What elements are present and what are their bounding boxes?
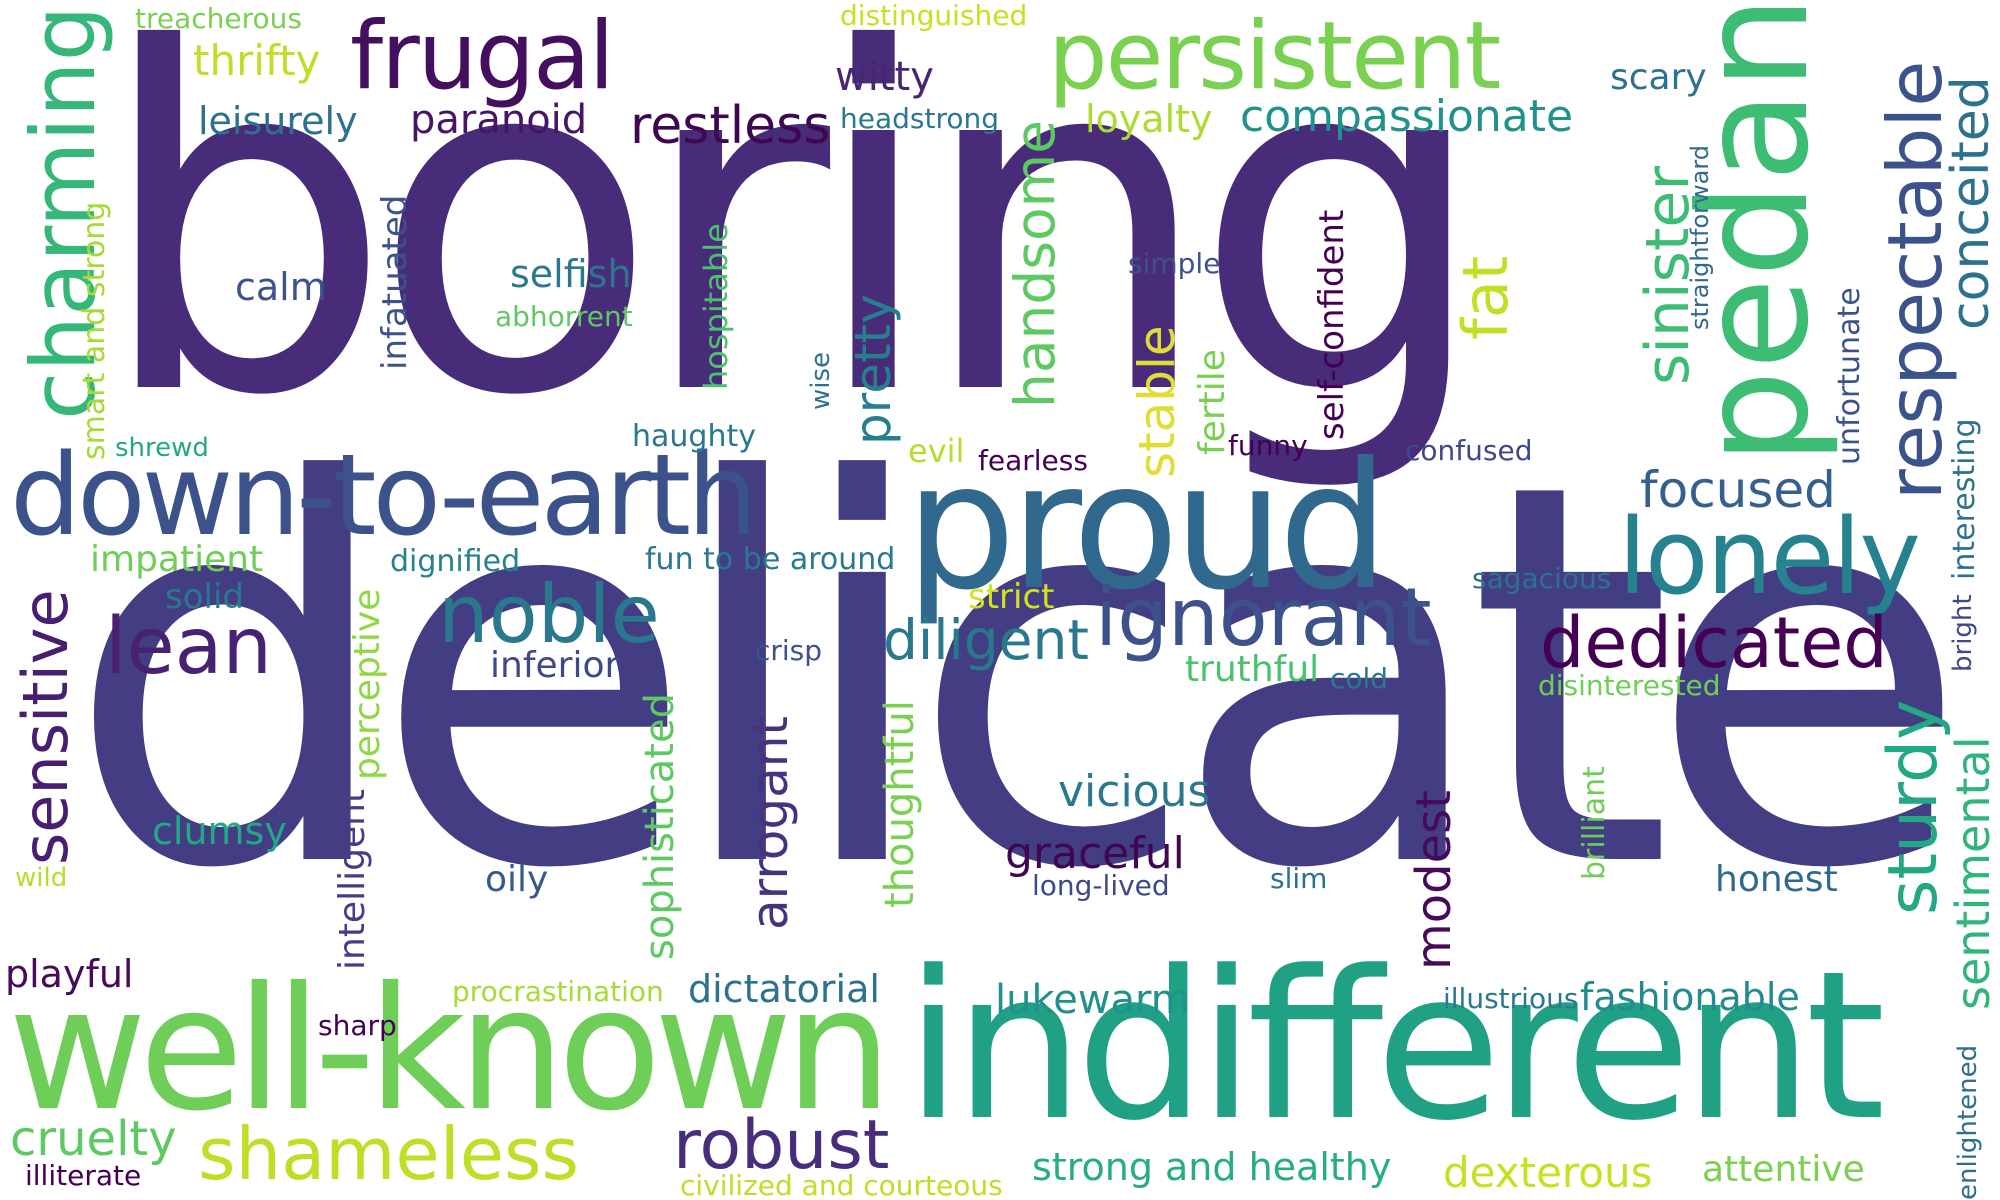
word-pedantic: frugal xyxy=(350,2,615,111)
word-conceited: conceited xyxy=(1941,76,2000,330)
word-diligent: diligent xyxy=(883,608,1089,672)
word-fearless: fearless xyxy=(978,444,1088,477)
word-distinguished: distinguished xyxy=(840,0,1028,32)
word-handsome: handsome xyxy=(1003,119,1067,408)
word-truthful: truthful xyxy=(1185,649,1320,690)
word-honest: honest xyxy=(1715,859,1838,900)
word-indifferent: indifferent xyxy=(905,928,1886,1166)
word-enlightened: enlightened xyxy=(1953,1044,1983,1200)
word-attentive: attentive xyxy=(1702,1149,1865,1190)
word-perceptive: perceptive xyxy=(347,588,388,780)
word-modest: modest xyxy=(1406,790,1462,970)
word-loyalty: loyalty xyxy=(1085,97,1213,141)
word-straightforward: straightforward xyxy=(1686,144,1714,330)
word-disinterested: disinterested xyxy=(1538,669,1721,702)
word-noble: noble xyxy=(438,568,660,661)
word-unfortunate: unfortunate xyxy=(1832,287,1867,465)
word-dictatorial: dictatorial xyxy=(688,967,880,1011)
word-inferior: inferior xyxy=(490,645,620,686)
word-treacherous: treacherous xyxy=(135,2,302,35)
word-wise: wise xyxy=(806,351,836,410)
word-dexterous: dexterous xyxy=(1443,1148,1653,1197)
word-intelligent: intelligent xyxy=(332,788,373,970)
word-cold: cold xyxy=(1330,662,1389,695)
word-calm: calm xyxy=(235,265,327,309)
word-dedicated: dedicated xyxy=(1540,602,1888,684)
word-abhorrent: abhorrent xyxy=(495,300,633,333)
word-down-to-earth: down-to-earth xyxy=(10,431,758,561)
word-sagacious: sagacious xyxy=(1472,562,1612,595)
word-vicious: vicious xyxy=(1058,766,1211,817)
word-stable: stable xyxy=(1128,325,1186,478)
word-strong-and-healthy: strong and healthy xyxy=(1032,1145,1392,1189)
word-interesting: interesting xyxy=(1947,418,1982,580)
word-civilized-and-courteous: civilized and courteous xyxy=(680,1169,1003,1200)
word-sensitive: sensitive xyxy=(9,589,82,865)
word-fat: fat xyxy=(1449,255,1522,340)
word-lean: lean xyxy=(105,602,272,692)
word-bright: bright xyxy=(1948,594,1978,672)
word-clumsy: clumsy xyxy=(152,809,287,853)
word-selfish: selfish xyxy=(510,252,632,296)
word-pretty: pretty xyxy=(844,294,902,445)
word-boring: boring xyxy=(95,0,1491,498)
word-evil: evil xyxy=(908,432,965,470)
word-crisp: crisp xyxy=(755,634,823,667)
word-thoughtful: thoughtful xyxy=(877,700,923,908)
word-focused: focused xyxy=(1640,461,1836,519)
word-hospitable: hospitable xyxy=(697,223,735,390)
word-persistent: persistent xyxy=(1048,2,1501,111)
word-smart-and-strong: smart and strong xyxy=(77,201,112,460)
word-lonely: lonely xyxy=(1618,496,1921,618)
word-illiterate: illiterate xyxy=(25,1159,142,1192)
word-sophisticated: sophisticated xyxy=(637,693,683,960)
word-headstrong: headstrong xyxy=(840,102,1000,135)
word-slim: slim xyxy=(1270,862,1328,895)
word-haughty: haughty xyxy=(632,419,756,454)
word-sharp: sharp xyxy=(318,1009,397,1042)
word-self-confident: self-confident xyxy=(1312,209,1352,440)
word-lukewarm: lukewarm xyxy=(995,977,1190,1023)
word-paranoid: paranoid xyxy=(410,97,588,143)
word-ignorant: ignorant xyxy=(1095,571,1432,664)
word-well-known: well-known xyxy=(8,951,892,1149)
word-illustrious: illustrious xyxy=(1443,982,1579,1015)
word-shrewd: shrewd xyxy=(115,433,209,463)
word-procrastination: procrastination xyxy=(452,975,664,1008)
word-dignified: dignified xyxy=(390,544,521,579)
word-restless: restless xyxy=(630,96,831,156)
word-playful: playful xyxy=(5,952,134,996)
word-fun-to-be-around: fun to be around xyxy=(645,542,896,577)
word-sentimental: sentimental xyxy=(1946,736,2000,1010)
word-solid: solid xyxy=(165,577,244,617)
word-graceful: graceful xyxy=(1005,828,1185,879)
word-thrifty: thrifty xyxy=(193,36,321,85)
word-fashionable: fashionable xyxy=(1580,975,1800,1019)
word-oily: oily xyxy=(485,859,549,900)
word-arrogant: arrogant xyxy=(741,715,799,930)
word-impatient: impatient xyxy=(90,539,264,580)
word-sturdy: sturdy xyxy=(1874,699,1953,915)
word-infatuated: infatuated xyxy=(375,194,415,370)
word-wild: wild xyxy=(15,863,68,893)
word-simple: simple xyxy=(1128,247,1221,280)
word-witty: witty xyxy=(835,54,934,100)
word-fertile: fertile xyxy=(1192,349,1233,455)
word-brilliant: brilliant xyxy=(1577,766,1612,880)
word-scary: scary xyxy=(1610,57,1707,98)
word-proud: proud xyxy=(905,426,1389,629)
word-long-lived: long-lived xyxy=(1032,869,1170,902)
word-compassionate: compassionate xyxy=(1240,91,1574,142)
word-delicate: delicate xyxy=(65,372,1970,983)
word-funny: funny xyxy=(1228,429,1308,462)
word-strict: strict xyxy=(968,577,1055,617)
word-confused: confused xyxy=(1405,434,1533,467)
word-robust: robust xyxy=(673,1106,890,1185)
word-leisurely: leisurely xyxy=(198,99,358,143)
word-cruelty: cruelty xyxy=(10,1111,177,1167)
word-shameless: shameless xyxy=(198,1112,580,1196)
